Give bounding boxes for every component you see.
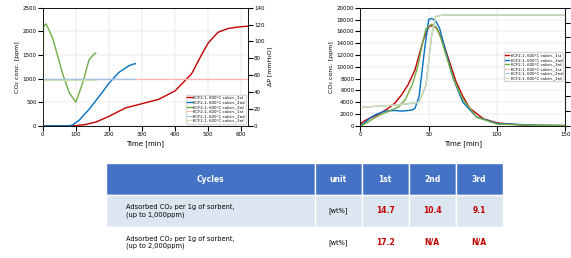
Y-axis label: CO₂ conc. [ppm]: CO₂ conc. [ppm]: [329, 41, 334, 93]
X-axis label: Time [min]: Time [min]: [126, 140, 164, 147]
Y-axis label: ΔP [mmH₂O]: ΔP [mmH₂O]: [267, 47, 272, 86]
X-axis label: Time [min]: Time [min]: [444, 140, 482, 147]
Legend: KCF2-1, 600°C calcin._1st, KCF2-1, 600°C calcin._2nd, KCF2-1, 600°C calcin._3rd,: KCF2-1, 600°C calcin._1st, KCF2-1, 600°C…: [186, 95, 246, 124]
Legend: KCF2-1, 600°C calcin._1st, KCF2-1, 600°C calcin._2nd, KCF2-1, 600°C calcin._3rd,: KCF2-1, 600°C calcin._1st, KCF2-1, 600°C…: [504, 52, 564, 82]
Y-axis label: CO₂ conc. [ppm]: CO₂ conc. [ppm]: [15, 41, 20, 93]
